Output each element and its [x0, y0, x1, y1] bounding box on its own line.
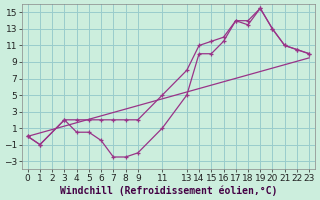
X-axis label: Windchill (Refroidissement éolien,°C): Windchill (Refroidissement éolien,°C): [60, 185, 277, 196]
